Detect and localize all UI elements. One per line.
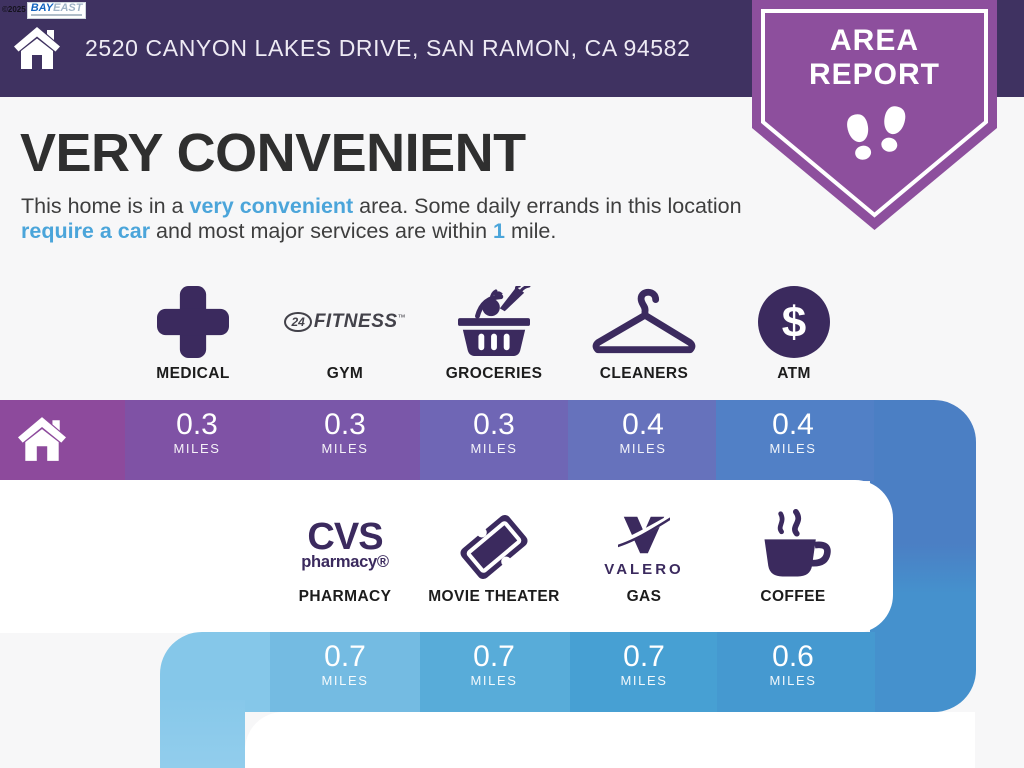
bayeast-bay-text: BAY <box>30 2 54 14</box>
distance-unit: MILES <box>321 441 369 456</box>
ribbon-inner-card-top <box>0 480 893 633</box>
band1-segment <box>270 400 420 481</box>
clothes-hanger-icon <box>592 288 696 353</box>
category-label: GROCERIES <box>445 365 543 382</box>
walkability-rating-title: VERY CONVENIENT <box>20 123 526 183</box>
category-coffee: COFFEE <box>718 505 868 609</box>
category-label: PHARMACY <box>298 588 392 605</box>
gym-fitness-text: FITNESS <box>313 310 398 332</box>
gym-trademark: ™ <box>397 313 406 322</box>
category-label: GAS <box>626 588 662 605</box>
grocery-basket-icon <box>458 285 531 356</box>
category-label: MEDICAL <box>156 365 230 382</box>
movie-ticket-icon <box>460 514 528 579</box>
badge-pentagon <box>752 0 997 230</box>
distance-value: 0.3 <box>473 408 515 441</box>
category-gas: VALERO GAS <box>569 505 719 609</box>
distance-atm: 0.4 MILES <box>731 408 855 456</box>
footprints-icon <box>847 106 906 160</box>
category-label: MOVIE THEATER <box>428 588 560 605</box>
distance-gas: 0.7 MILES <box>582 640 706 688</box>
ribbon-inner-card-bottom <box>245 712 975 768</box>
band1-segment <box>716 400 874 481</box>
distance-gym: 0.3 MILES <box>283 408 407 456</box>
distance-pharmacy: 0.7 MILES <box>283 640 407 688</box>
cvs-pharmacy-logo: CVS pharmacy® <box>301 516 389 572</box>
distance-unit: MILES <box>620 673 668 688</box>
category-pharmacy: CVS pharmacy® PHARMACY <box>270 505 420 609</box>
distance-unit: MILES <box>470 441 518 456</box>
distance-unit: MILES <box>173 441 221 456</box>
band1-segment <box>420 400 568 481</box>
band2-turn-segment <box>160 632 270 712</box>
valero-text: VALERO <box>604 561 684 578</box>
valero-v-icon <box>615 514 674 554</box>
distance-value: 0.7 <box>324 640 366 673</box>
bayeast-east-text: EAST <box>53 2 83 14</box>
band2-segment <box>420 632 570 712</box>
dollar-sign-icon: $ <box>758 285 830 358</box>
distance-value: 0.6 <box>772 640 814 673</box>
summary-text-1: This home is in a <box>21 194 190 218</box>
band2-segment <box>717 632 875 712</box>
distance-coffee: 0.6 MILES <box>731 640 855 688</box>
distance-medical: 0.3 MILES <box>135 408 259 456</box>
distance-value: 0.3 <box>176 408 218 441</box>
summary-text-2: area. Some daily errands in this locatio… <box>353 194 742 218</box>
category-movie-theater: MOVIE THEATER <box>419 505 569 609</box>
band2-segment <box>270 632 420 712</box>
home-icon <box>14 27 60 69</box>
distance-groceries: 0.3 MILES <box>432 408 556 456</box>
summary-text-4: mile. <box>504 218 557 243</box>
medical-cross-icon <box>157 285 229 358</box>
coffee-cup-icon <box>764 508 831 576</box>
bayeast-logo: ©2025 BAYEAST <box>2 2 87 19</box>
bayeast-tagline-bar <box>30 14 83 16</box>
badge-line-2: REPORT <box>808 58 940 91</box>
category-medical: MEDICAL <box>118 278 268 386</box>
distance-movie-theater: 0.7 MILES <box>432 640 556 688</box>
badge-line-1: AREA <box>829 24 919 57</box>
band1-segment <box>568 400 716 481</box>
summary-highlight-2: require a car <box>21 218 151 243</box>
bayeast-logo-box: BAYEAST <box>26 2 87 19</box>
area-report-badge: AREA REPORT <box>752 0 997 232</box>
category-label: COFFEE <box>760 588 826 605</box>
summary-highlight-3: 1 <box>493 218 505 243</box>
band-home-icon <box>18 417 66 461</box>
summary-paragraph: This home is in a very convenient area. … <box>21 194 743 243</box>
24-hour-fitness-logo: 24 FITNESS ™ <box>284 310 406 333</box>
copyright-year: ©2025 <box>2 5 26 14</box>
category-atm: $ ATM <box>719 278 869 386</box>
band2-segment <box>570 632 717 712</box>
distance-value: 0.7 <box>473 640 515 673</box>
category-label: GYM <box>326 365 364 382</box>
category-label: ATM <box>777 365 811 382</box>
distance-unit: MILES <box>470 673 518 688</box>
distance-cleaners: 0.4 MILES <box>581 408 705 456</box>
cvs-pharmacy-text: pharmacy® <box>301 553 389 571</box>
summary-text-3: and most major services are within <box>150 218 494 243</box>
category-gym: 24 FITNESS ™ GYM <box>270 278 420 386</box>
summary-highlight-1: very convenient <box>189 194 354 218</box>
distance-unit: MILES <box>321 673 369 688</box>
category-groceries: GROCERIES <box>419 278 569 386</box>
distance-unit: MILES <box>769 441 817 456</box>
band1-segment <box>125 400 270 481</box>
distance-unit: MILES <box>769 673 817 688</box>
category-label: CLEANERS <box>599 365 689 382</box>
distance-value: 0.4 <box>772 408 814 441</box>
property-address: 2520 CANYON LAKES DRIVE, SAN RAMON, CA 9… <box>85 35 691 61</box>
distance-value: 0.3 <box>324 408 366 441</box>
gym-24-badge: 24 <box>284 311 312 332</box>
distance-value: 0.7 <box>623 640 665 673</box>
ribbon-left-connector <box>160 700 245 768</box>
distance-value: 0.4 <box>622 408 664 441</box>
valero-logo: VALERO <box>604 514 684 578</box>
category-cleaners: CLEANERS <box>569 278 719 386</box>
cvs-text: CVS <box>307 516 383 558</box>
distance-unit: MILES <box>619 441 667 456</box>
svg-text:$: $ <box>782 298 806 347</box>
